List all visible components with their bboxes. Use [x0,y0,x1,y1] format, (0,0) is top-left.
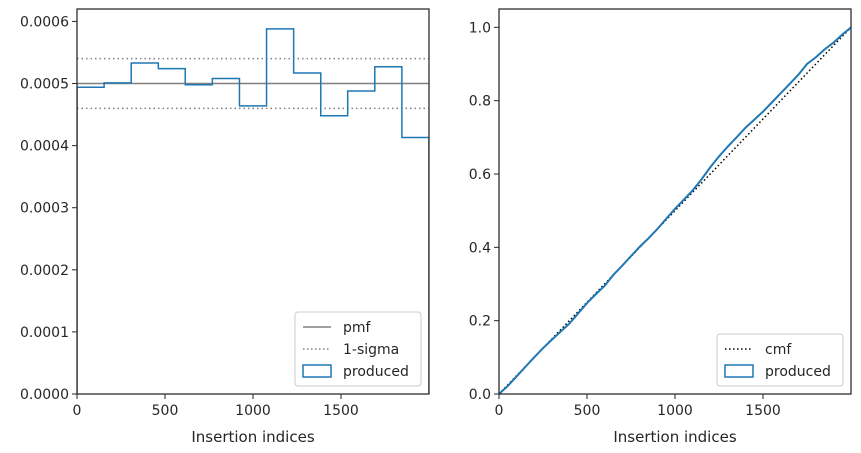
y-tick-label: 0.0005 [20,77,69,93]
y-tick-label: 0.6 [469,167,491,183]
y-tick-label: 0.0001 [20,325,69,341]
y-tick-label: 0.0003 [20,201,69,217]
x-tick-label: 0 [495,403,504,419]
x-tick-label: 1500 [323,403,359,419]
y-tick-label: 1.0 [469,20,491,36]
legend: cmf produced [716,333,844,387]
x-tick-label: 0 [73,403,82,419]
y-tick-label: 0.0006 [20,14,69,30]
legend-label: cmf [765,342,792,358]
y-tick-label: 0.8 [469,94,491,110]
x-tick-label: 1000 [657,403,693,419]
legend-produced-swatch [302,364,332,378]
x-tick-label: 1000 [235,403,271,419]
plot-area [77,28,429,394]
plot-area [499,26,851,394]
x-axis-label: Insertion indices [191,428,314,446]
legend-label: 1-sigma [343,342,399,358]
axes-frame [76,8,430,395]
x-tick-label: 1500 [745,403,781,419]
left-chart-histogram: 0 500 1000 1500 0.0000 0.0001 0.0002 0.0003 0.00… [20,8,430,446]
x-tick-label: 500 [574,403,601,419]
produced-histogram [77,28,429,394]
legend-box [716,333,844,387]
legend-label: produced [765,364,831,380]
y-tick-label: 0.0000 [20,387,69,403]
x-tick-label: 500 [152,403,179,419]
legend-label: pmf [343,320,372,336]
legend: pmf 1-sigma produced [294,311,422,387]
axes-frame [498,8,852,395]
y-tick-label: 0.2 [469,314,491,330]
y-tick-label: 0.4 [469,240,491,256]
legend-label: produced [343,364,409,380]
legend-box [294,311,422,387]
y-tick-label: 0.0 [469,387,491,403]
legend-produced-swatch [724,364,754,378]
produced-cumulative-line [499,26,851,394]
right-chart-cumulative: 0 500 1000 1500 0.0 0.2 0.4 0.6 0.8 1.0 Insertion … [469,8,852,446]
x-axis-label: Insertion indices [613,428,736,446]
y-tick-label: 0.0004 [20,139,69,155]
y-tick-label: 0.0002 [20,263,69,279]
cmf-line [499,26,851,394]
